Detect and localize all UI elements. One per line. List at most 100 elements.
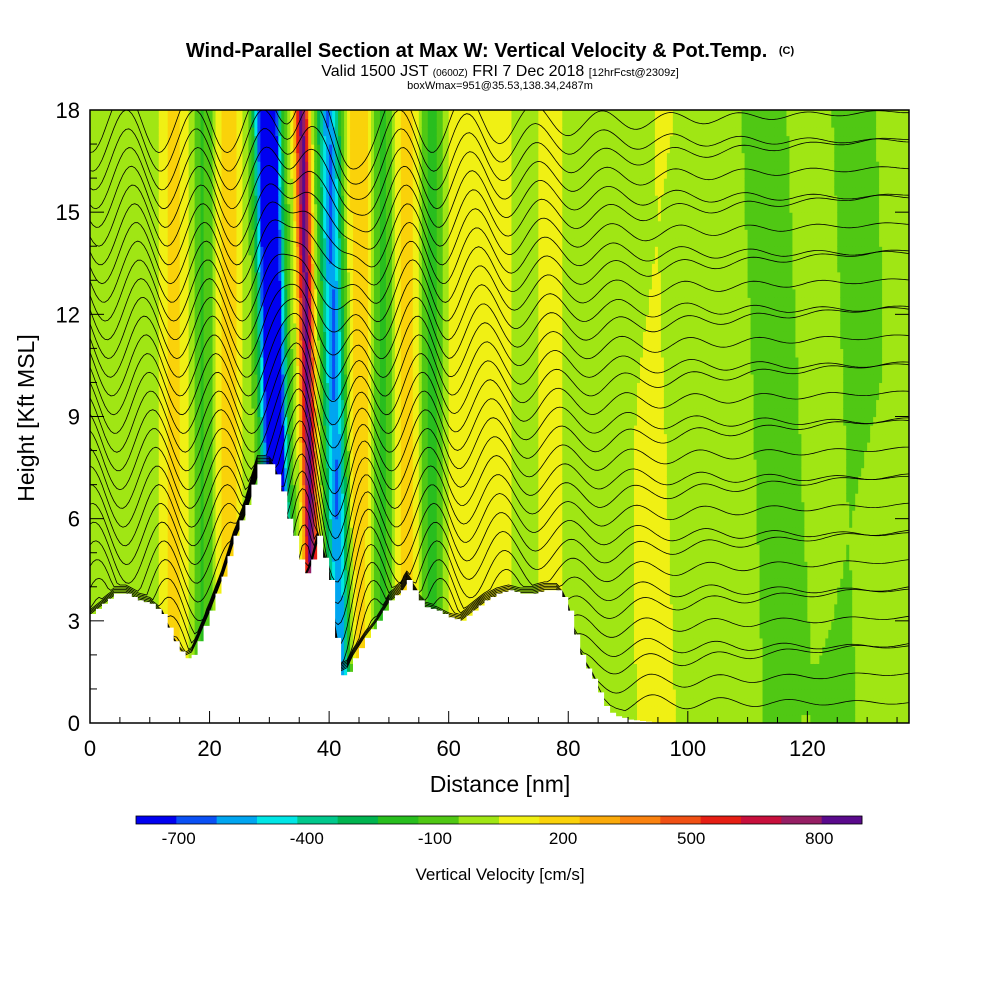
field-cell <box>215 212 220 222</box>
field-cell <box>131 561 136 571</box>
field-cell <box>140 237 145 247</box>
field-cell <box>90 578 94 588</box>
field-cell <box>167 110 172 120</box>
field-cell <box>90 203 94 213</box>
field-cell <box>122 561 127 571</box>
field-cell <box>197 586 202 596</box>
field-cell <box>116 152 121 162</box>
field-cell <box>119 578 124 588</box>
field-cell <box>206 484 211 494</box>
field-cell <box>98 144 103 154</box>
field-cell <box>125 152 130 162</box>
field-cell <box>194 297 199 307</box>
field-cell <box>203 246 208 256</box>
field-cell <box>155 212 160 222</box>
field-cell <box>182 331 187 341</box>
field-cell <box>92 144 97 154</box>
field-cell <box>194 595 199 605</box>
field-cell <box>116 271 121 281</box>
field-cell <box>173 271 178 281</box>
field-cell <box>212 339 217 349</box>
field-cell <box>143 399 148 409</box>
field-cell <box>209 110 214 120</box>
field-cell <box>92 305 97 315</box>
field-cell <box>146 484 151 494</box>
field-cell <box>152 356 157 367</box>
field-cell <box>164 178 169 188</box>
field-cell <box>113 178 118 188</box>
field-cell <box>182 365 187 375</box>
field-cell <box>137 484 142 494</box>
field-cell <box>194 552 199 562</box>
field-cell <box>167 425 172 435</box>
field-cell <box>152 493 157 503</box>
field-cell <box>143 212 148 222</box>
field-cell <box>113 161 118 171</box>
field-cell <box>179 186 184 196</box>
field-cell <box>104 416 109 426</box>
field-cell <box>104 527 109 537</box>
field-cell <box>167 161 172 171</box>
field-cell <box>140 169 145 179</box>
field-cell <box>113 356 118 367</box>
field-cell <box>173 280 178 290</box>
field-cell <box>92 569 97 579</box>
field-cell <box>131 144 136 154</box>
field-cell <box>215 152 220 162</box>
field-cell <box>206 586 211 596</box>
field-cell <box>131 578 136 588</box>
field-cell <box>107 339 112 349</box>
field-cell <box>185 527 190 537</box>
field-cell <box>200 127 205 137</box>
field-cell <box>158 263 163 273</box>
field-cell <box>110 527 115 537</box>
field-cell <box>215 416 220 426</box>
field-cell <box>155 373 160 384</box>
field-cell <box>164 339 169 349</box>
field-cell <box>122 535 127 545</box>
field-cell <box>203 399 208 409</box>
field-cell <box>98 297 103 307</box>
field-cell <box>143 595 148 605</box>
field-cell <box>146 246 151 256</box>
field-cell <box>194 620 199 630</box>
field-cell <box>113 501 118 511</box>
field-cell <box>155 280 160 290</box>
field-cell <box>197 450 202 460</box>
field-cell <box>185 569 190 579</box>
field-cell <box>107 195 112 205</box>
field-cell <box>155 314 160 324</box>
field-cell <box>104 280 109 290</box>
field-cell <box>98 186 103 196</box>
field-cell <box>116 382 121 392</box>
field-cell <box>155 339 160 349</box>
field-cell <box>152 161 157 171</box>
field-cell <box>176 144 181 154</box>
field-cell <box>128 569 133 579</box>
field-cell <box>155 305 160 315</box>
field-cell <box>140 229 145 239</box>
field-cell <box>122 331 127 341</box>
field-cell <box>95 535 100 545</box>
field-cell <box>104 467 109 477</box>
field-cell <box>137 288 142 298</box>
field-cell <box>179 637 184 647</box>
field-cell <box>194 169 199 179</box>
field-cell <box>95 493 100 503</box>
field-cell <box>200 442 205 452</box>
field-cell <box>134 271 139 281</box>
field-cell <box>203 127 208 137</box>
field-cell <box>179 178 184 188</box>
field-cell <box>191 518 196 528</box>
field-cell <box>95 178 100 188</box>
field-cell <box>90 493 94 503</box>
field-cell <box>92 135 97 145</box>
field-cell <box>200 535 205 545</box>
field-cell <box>170 203 175 213</box>
field-cell <box>146 416 151 426</box>
field-cell <box>140 263 145 273</box>
field-cell <box>212 399 217 409</box>
field-cell <box>158 510 163 520</box>
field-cell <box>95 118 100 128</box>
field-cell <box>131 271 136 281</box>
